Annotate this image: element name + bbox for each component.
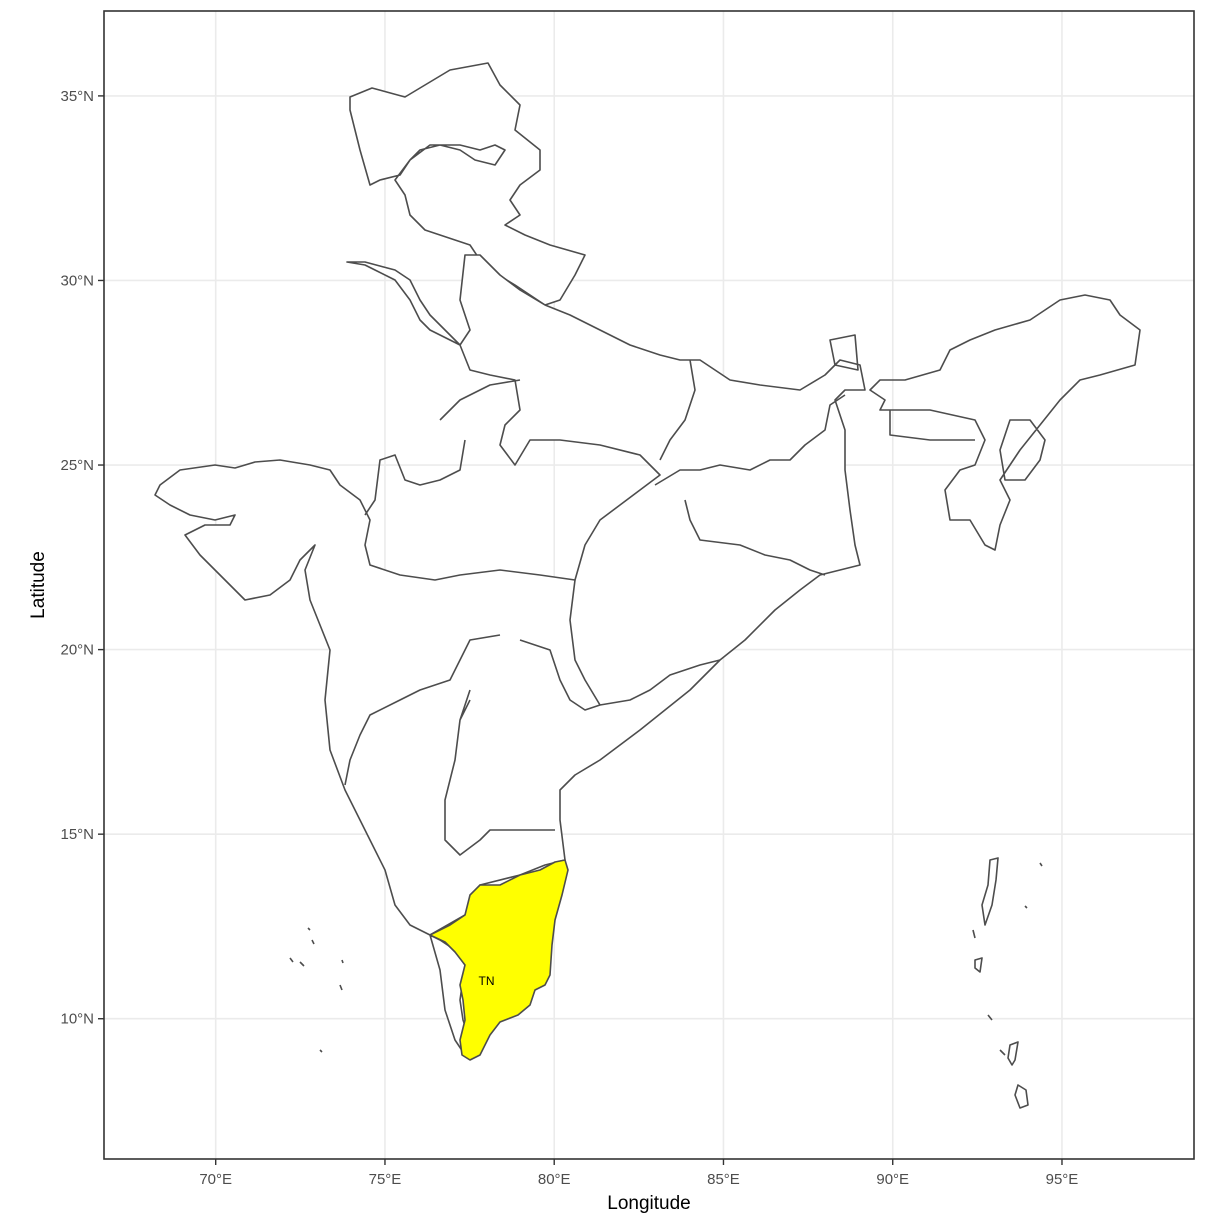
x-axis-title: Longitude <box>607 1193 690 1214</box>
y-tick-label: 35°N <box>60 88 94 105</box>
y-tick-label: 15°N <box>60 826 94 843</box>
x-tick-label: 85°E <box>707 1171 740 1188</box>
y-tick-label: 25°N <box>60 457 94 474</box>
india-states-map <box>154 62 1141 1056</box>
state-outline-north <box>349 62 586 306</box>
lakshadweep-islands-outline <box>289 927 344 1053</box>
x-tick-label: 70°E <box>199 1171 232 1188</box>
tamil-nadu-label: TN <box>479 974 495 988</box>
y-axis: 10°N 15°N 20°N 25°N 30°N 35°N <box>60 88 104 1028</box>
andaman-islands-outline <box>972 857 1043 1109</box>
x-tick-label: 75°E <box>369 1171 402 1188</box>
state-outline-internal <box>344 294 1141 856</box>
tamil-nadu-region[interactable]: TN <box>429 859 569 1061</box>
y-tick-label: 20°N <box>60 642 94 659</box>
x-tick-label: 80°E <box>538 1171 571 1188</box>
islands <box>289 857 1043 1109</box>
y-tick-label: 30°N <box>60 272 94 289</box>
panel-border <box>103 10 1195 1160</box>
x-tick-label: 90°E <box>876 1171 909 1188</box>
y-tick-label: 10°N <box>60 1011 94 1028</box>
state-outline-west <box>154 254 866 1056</box>
tamil-nadu-shape[interactable] <box>429 859 569 1061</box>
x-tick-label: 95°E <box>1046 1171 1079 1188</box>
x-axis: 70°E 75°E 80°E 85°E 90°E 95°E <box>199 1159 1078 1188</box>
y-axis-title: Latitude <box>28 551 49 619</box>
